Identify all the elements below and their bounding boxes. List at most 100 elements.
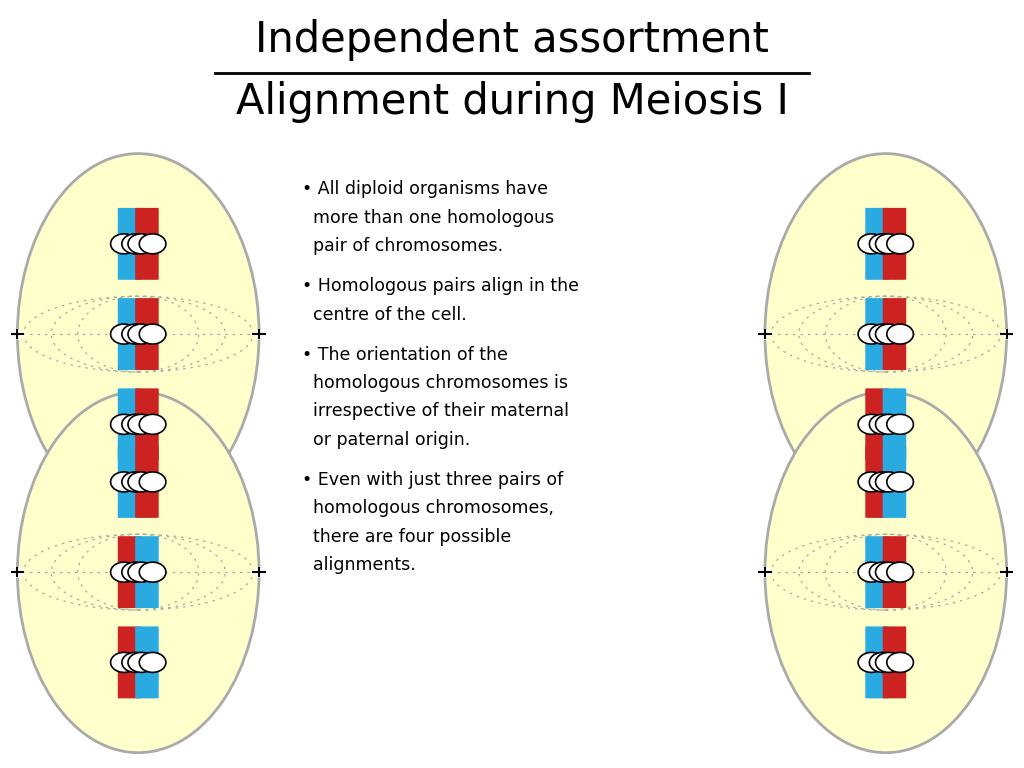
Circle shape xyxy=(858,472,885,492)
Ellipse shape xyxy=(17,154,259,515)
Circle shape xyxy=(139,562,166,582)
FancyBboxPatch shape xyxy=(146,389,159,460)
FancyBboxPatch shape xyxy=(865,298,878,370)
Text: centre of the cell.: centre of the cell. xyxy=(302,306,467,323)
Ellipse shape xyxy=(17,392,259,753)
FancyBboxPatch shape xyxy=(883,536,895,608)
FancyBboxPatch shape xyxy=(129,208,141,280)
Circle shape xyxy=(111,562,137,582)
Ellipse shape xyxy=(765,154,1007,515)
Text: pair of chromosomes.: pair of chromosomes. xyxy=(302,237,503,255)
Circle shape xyxy=(122,562,148,582)
FancyBboxPatch shape xyxy=(135,298,147,370)
Circle shape xyxy=(128,234,155,254)
Circle shape xyxy=(887,653,913,673)
Circle shape xyxy=(128,324,155,344)
FancyBboxPatch shape xyxy=(129,298,141,370)
Circle shape xyxy=(876,234,902,254)
FancyBboxPatch shape xyxy=(118,208,130,280)
Circle shape xyxy=(128,472,155,492)
Circle shape xyxy=(876,415,902,435)
FancyBboxPatch shape xyxy=(883,446,895,518)
Text: homologous chromosomes is: homologous chromosomes is xyxy=(302,374,568,392)
FancyBboxPatch shape xyxy=(118,298,130,370)
FancyBboxPatch shape xyxy=(129,627,141,698)
Text: there are four possible: there are four possible xyxy=(302,528,511,545)
FancyBboxPatch shape xyxy=(894,536,906,608)
Circle shape xyxy=(128,415,155,435)
FancyBboxPatch shape xyxy=(865,536,878,608)
Circle shape xyxy=(869,562,896,582)
FancyBboxPatch shape xyxy=(894,389,906,460)
FancyBboxPatch shape xyxy=(129,536,141,608)
Circle shape xyxy=(887,472,913,492)
FancyBboxPatch shape xyxy=(883,298,895,370)
Circle shape xyxy=(869,415,896,435)
Circle shape xyxy=(128,653,155,673)
Circle shape xyxy=(111,234,137,254)
Circle shape xyxy=(876,324,902,344)
FancyBboxPatch shape xyxy=(146,298,159,370)
Circle shape xyxy=(876,472,902,492)
FancyBboxPatch shape xyxy=(877,389,889,460)
FancyBboxPatch shape xyxy=(877,627,889,698)
Circle shape xyxy=(887,324,913,344)
Circle shape xyxy=(139,653,166,673)
FancyBboxPatch shape xyxy=(877,298,889,370)
Circle shape xyxy=(139,234,166,254)
Ellipse shape xyxy=(765,392,1007,753)
Circle shape xyxy=(887,234,913,254)
FancyBboxPatch shape xyxy=(146,536,159,608)
FancyBboxPatch shape xyxy=(883,627,895,698)
FancyBboxPatch shape xyxy=(883,208,895,280)
Text: irrespective of their maternal: irrespective of their maternal xyxy=(302,402,569,420)
FancyBboxPatch shape xyxy=(135,536,147,608)
FancyBboxPatch shape xyxy=(894,298,906,370)
FancyBboxPatch shape xyxy=(894,446,906,518)
Circle shape xyxy=(128,562,155,582)
Circle shape xyxy=(139,415,166,435)
FancyBboxPatch shape xyxy=(877,536,889,608)
FancyBboxPatch shape xyxy=(883,389,895,460)
Circle shape xyxy=(869,234,896,254)
Circle shape xyxy=(876,562,902,582)
Text: homologous chromosomes,: homologous chromosomes, xyxy=(302,499,554,517)
FancyBboxPatch shape xyxy=(894,208,906,280)
Circle shape xyxy=(876,653,902,673)
FancyBboxPatch shape xyxy=(865,446,878,518)
Text: • All diploid organisms have: • All diploid organisms have xyxy=(302,180,548,198)
FancyBboxPatch shape xyxy=(118,627,130,698)
FancyBboxPatch shape xyxy=(118,536,130,608)
FancyBboxPatch shape xyxy=(146,627,159,698)
Text: or paternal origin.: or paternal origin. xyxy=(302,431,470,449)
FancyBboxPatch shape xyxy=(118,446,130,518)
Circle shape xyxy=(858,324,885,344)
Text: Independent assortment: Independent assortment xyxy=(255,19,769,61)
FancyBboxPatch shape xyxy=(135,446,147,518)
FancyBboxPatch shape xyxy=(135,208,147,280)
FancyBboxPatch shape xyxy=(118,389,130,460)
Circle shape xyxy=(111,415,137,435)
Circle shape xyxy=(858,415,885,435)
FancyBboxPatch shape xyxy=(865,389,878,460)
Text: alignments.: alignments. xyxy=(302,556,416,574)
Text: Alignment during Meiosis I: Alignment during Meiosis I xyxy=(236,81,788,123)
FancyBboxPatch shape xyxy=(865,208,878,280)
Text: • The orientation of the: • The orientation of the xyxy=(302,346,508,363)
Circle shape xyxy=(858,234,885,254)
FancyBboxPatch shape xyxy=(877,208,889,280)
FancyBboxPatch shape xyxy=(146,446,159,518)
Circle shape xyxy=(858,653,885,673)
FancyBboxPatch shape xyxy=(877,446,889,518)
Circle shape xyxy=(887,415,913,435)
Circle shape xyxy=(122,472,148,492)
FancyBboxPatch shape xyxy=(894,627,906,698)
Circle shape xyxy=(122,324,148,344)
Text: • Homologous pairs align in the: • Homologous pairs align in the xyxy=(302,277,580,295)
FancyBboxPatch shape xyxy=(146,208,159,280)
FancyBboxPatch shape xyxy=(135,389,147,460)
FancyBboxPatch shape xyxy=(129,389,141,460)
Circle shape xyxy=(122,653,148,673)
Circle shape xyxy=(858,562,885,582)
Circle shape xyxy=(869,472,896,492)
